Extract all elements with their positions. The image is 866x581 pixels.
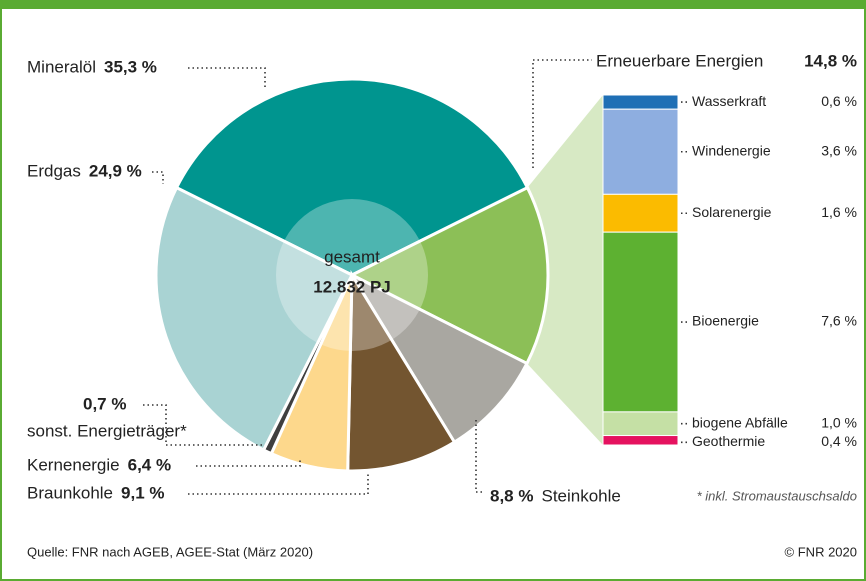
bar-label: Solarenergie bbox=[692, 204, 772, 220]
pie-slice bbox=[348, 185, 550, 366]
bar-segment bbox=[602, 108, 679, 195]
category-label: sonst. Energieträger* bbox=[27, 421, 187, 440]
source: Quelle: FNR nach AGEB, AGEE-Stat (März 2… bbox=[27, 544, 313, 559]
connector bbox=[526, 95, 603, 445]
bar-segment bbox=[602, 435, 679, 446]
leader-line bbox=[188, 67, 266, 90]
value-label: 24,9 % bbox=[89, 161, 142, 180]
pie-slice bbox=[174, 77, 530, 277]
plot: gesamt 12.832 PJ Mineralöl 35,3 % Erneuerbar… bbox=[27, 51, 857, 505]
category-label: Erdgas bbox=[27, 161, 81, 180]
bar-label: Wasserkraft bbox=[692, 93, 766, 109]
top-bar bbox=[0, 0, 866, 9]
leader-line bbox=[475, 418, 482, 493]
bar-value: 1,6 % bbox=[821, 204, 857, 220]
bar-value: 1,0 % bbox=[821, 414, 857, 430]
leader-line bbox=[152, 171, 164, 184]
value-label: 8,8 % bbox=[490, 486, 533, 505]
copyright: © FNR 2020 bbox=[785, 544, 857, 559]
category-label: Braunkohle bbox=[27, 483, 113, 502]
bar-segment bbox=[602, 193, 679, 233]
bar-label: Bioenergie bbox=[692, 313, 759, 329]
bar-segment bbox=[602, 94, 679, 110]
value-label: 6,4 % bbox=[128, 455, 171, 474]
value-label: 35,3 % bbox=[104, 57, 157, 76]
leader-line bbox=[196, 458, 301, 467]
category-label: Erneuerbare Energien bbox=[596, 51, 763, 70]
bar-value: 0,4 % bbox=[821, 433, 857, 449]
bar-label: Windenergie bbox=[692, 142, 771, 158]
category-label: Steinkohle bbox=[541, 486, 620, 505]
bar-value: 7,6 % bbox=[821, 313, 857, 329]
pie-slice bbox=[347, 271, 529, 445]
pie-slice bbox=[346, 269, 457, 473]
bar-label: biogene Abfälle bbox=[692, 414, 788, 430]
category-label: Kernenergie bbox=[27, 455, 120, 474]
bar-segment bbox=[602, 411, 679, 437]
category-label: Mineralöl bbox=[27, 57, 96, 76]
center-label: gesamt bbox=[324, 247, 380, 266]
value-label: 0,7 % bbox=[83, 394, 126, 413]
value-label: 14,8 % bbox=[804, 51, 857, 70]
center-circle bbox=[276, 199, 428, 351]
value-label: 9,1 % bbox=[121, 483, 164, 502]
footnote: * inkl. Stromaustauschsaldo bbox=[697, 488, 857, 503]
pie-slice bbox=[154, 185, 355, 452]
bar-segment bbox=[602, 231, 679, 413]
leader-line bbox=[532, 59, 592, 168]
center-value: 12.832 PJ bbox=[313, 277, 391, 296]
bar-label: Geothermie bbox=[692, 433, 765, 449]
bar-value: 3,6 % bbox=[821, 142, 857, 158]
bar-value: 0,6 % bbox=[821, 93, 857, 109]
leader-line bbox=[188, 472, 369, 495]
